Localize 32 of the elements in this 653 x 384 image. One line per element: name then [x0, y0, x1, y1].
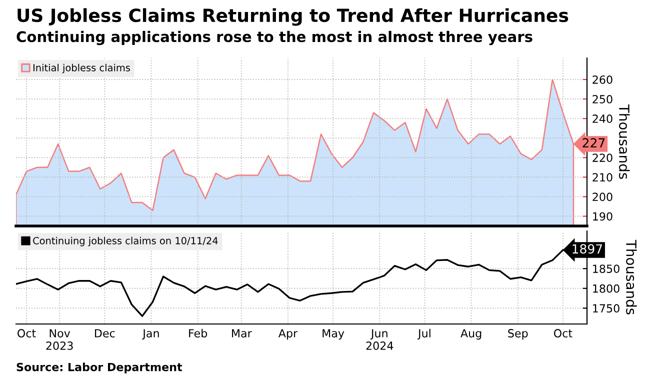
- x-tick-label: Jan: [142, 329, 159, 340]
- x-tick-label: Mar: [232, 329, 252, 338]
- legend-label: Continuing jobless claims on 10/11/24: [33, 236, 218, 246]
- x-tick-label: Jun 2024: [366, 329, 394, 350]
- y-tick-label: 220: [592, 154, 612, 162]
- y-tick-label: 1750: [593, 304, 620, 313]
- y-tick-label: 1850: [593, 264, 620, 273]
- chart-subtitle: Continuing applications rose to the most in almost three years: [16, 30, 532, 46]
- legend-label: Initial jobless claims: [33, 64, 130, 74]
- x-tick-label: Aug: [460, 329, 482, 340]
- source-note: Source: Labor Department: [16, 362, 182, 374]
- x-tick-label: Oct: [554, 329, 572, 338]
- x-tick-label: Sep: [508, 329, 528, 340]
- y-tick-label: 260: [592, 75, 612, 84]
- x-tick-label: Jul: [417, 328, 430, 340]
- y-tick-label: 190: [593, 212, 612, 221]
- y-axis-title: Thousands: [618, 104, 630, 179]
- y-tick-label: 210: [592, 173, 612, 182]
- x-tick-label: Apr: [278, 329, 298, 340]
- data-label: 227: [582, 138, 605, 148]
- y-axis-title: Thousands: [626, 240, 637, 314]
- x-tick-label: Nov 2023: [46, 329, 73, 350]
- x-tick-label: May: [322, 329, 344, 340]
- y-tick-label: 200: [592, 192, 612, 202]
- data-label: 1897: [572, 244, 602, 254]
- y-tick-label: 1800: [593, 284, 620, 293]
- y-tick-label: 240: [592, 114, 612, 123]
- x-tick-label: Oct: [18, 329, 36, 338]
- chart-title: US Jobless Claims Returning to Trend After Hurricanes: [18, 8, 568, 26]
- x-tick-label: Dec: [94, 329, 115, 338]
- x-tick-label: Feb: [189, 328, 208, 338]
- y-tick-label: 250: [592, 95, 612, 104]
